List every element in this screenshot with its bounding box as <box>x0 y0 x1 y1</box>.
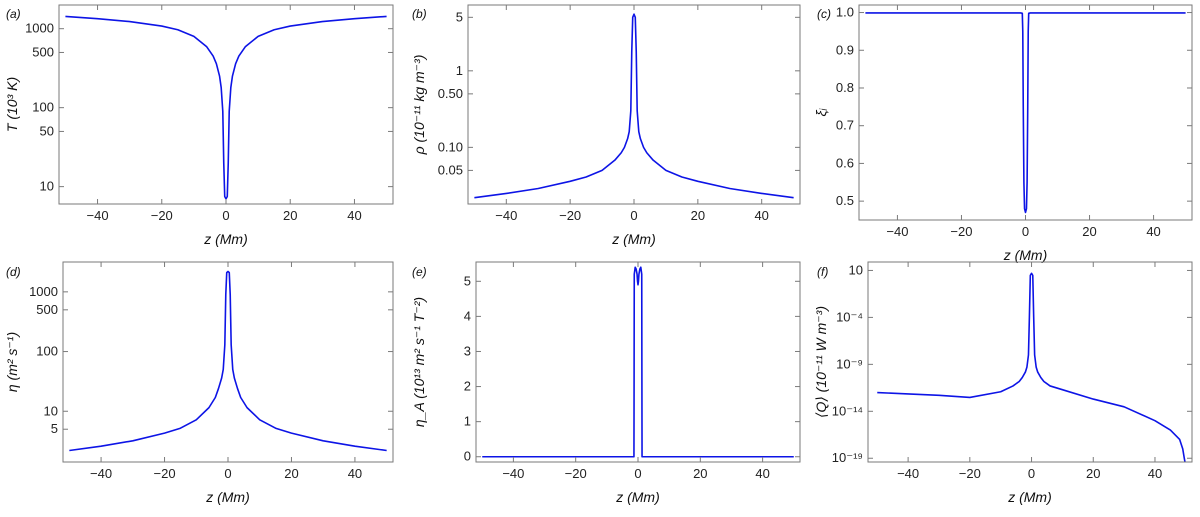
plot-frame <box>58 4 394 205</box>
x-tick-label: 0 <box>222 208 229 223</box>
x-axis-label: z (Mm) <box>1003 247 1048 263</box>
y-tick-label: 500 <box>32 44 54 59</box>
x-tick-label: 40 <box>347 208 361 223</box>
x-tick-label: −40 <box>886 224 908 239</box>
x-tick-label: 20 <box>1086 466 1100 481</box>
y-axis-label: ξᵢ <box>813 108 829 116</box>
x-axis-label: z (Mm) <box>615 489 660 505</box>
x-tick-label: −40 <box>90 466 112 481</box>
series-line <box>482 266 794 458</box>
y-tick-label: 10⁻¹⁴ <box>832 403 863 418</box>
y-tick-label: 5 <box>456 9 463 24</box>
x-tick-label: 0 <box>630 208 637 223</box>
y-tick-label: 50 <box>40 123 54 138</box>
x-tick-label: 20 <box>283 208 297 223</box>
x-tick-label: 40 <box>754 208 768 223</box>
x-tick-label: 0 <box>1022 224 1029 239</box>
y-tick-label: 1.0 <box>836 5 854 20</box>
x-tick-label: −20 <box>154 466 176 481</box>
plot-frame <box>858 4 1193 221</box>
series-line <box>474 13 794 199</box>
x-axis-label: z (Mm) <box>205 489 250 505</box>
panel-label: (e) <box>412 265 427 279</box>
panel-b: −40 −20 0 20 40 0.05 0.10 0.50 1 5 z (Mm) ρ (10⁻¹¹ … <box>411 4 801 247</box>
series-line <box>65 15 387 200</box>
y-tick-label: 1 <box>464 414 471 429</box>
y-tick-label: 0.10 <box>438 139 463 154</box>
y-axis-label: η (m² s⁻¹) <box>4 332 20 392</box>
x-tick-label: −20 <box>151 208 173 223</box>
plot-frame <box>62 261 394 463</box>
y-axis-label: ρ (10⁻¹¹ kg m⁻³) <box>411 55 427 156</box>
y-tick-label: 4 <box>464 308 471 323</box>
y-tick-label: 0.6 <box>836 155 854 170</box>
panel-label: (d) <box>6 265 21 279</box>
x-tick-label: 40 <box>755 466 769 481</box>
x-tick-label: −40 <box>87 208 109 223</box>
panel-d: −40 −20 0 20 40 5 10 100 500 1000 z (Mm) η (m² s⁻¹)… <box>4 261 394 505</box>
plot-frame <box>467 4 801 205</box>
x-tick-label: 40 <box>1146 224 1160 239</box>
panel-f: −40 −20 0 20 40 10⁻¹⁹ 10⁻¹⁴ 10⁻⁹ 10⁻⁴ 10 z (Mm) ⟨Q⟩… <box>813 261 1193 505</box>
y-tick-label: 3 <box>464 343 471 358</box>
y-tick-label: 10⁻⁴ <box>836 309 863 324</box>
x-tick-label: −40 <box>897 466 919 481</box>
y-tick-label: 0.5 <box>836 193 854 208</box>
x-axis-label: z (Mm) <box>611 231 656 247</box>
x-tick-label: 20 <box>284 466 298 481</box>
y-tick-label: 100 <box>32 100 54 115</box>
y-axis-label: ⟨Q⟩ (10⁻¹¹ W m⁻³) <box>813 306 829 418</box>
panel-c: −40 −20 0 20 40 0.5 0.6 0.7 0.8 0.9 1.0 z (Mm) ξᵢ (c) <box>813 4 1193 263</box>
y-tick-label: 0.9 <box>836 42 854 57</box>
y-tick-label: 1 <box>456 63 463 78</box>
x-tick-label: 0 <box>634 466 641 481</box>
y-tick-label: 5 <box>464 273 471 288</box>
series-line <box>877 272 1186 462</box>
y-tick-label: 10⁻⁹ <box>836 356 863 371</box>
x-tick-label: 40 <box>348 466 362 481</box>
y-tick-label: 0.05 <box>438 162 463 177</box>
x-tick-label: −40 <box>495 208 517 223</box>
x-tick-label: −20 <box>565 466 587 481</box>
y-tick-label: 10 <box>44 403 58 418</box>
panel-label: (a) <box>6 7 21 21</box>
y-tick-label: 1000 <box>29 284 58 299</box>
y-tick-label: 0.7 <box>836 118 854 133</box>
x-tick-label: 20 <box>691 208 705 223</box>
x-tick-label: −40 <box>502 466 524 481</box>
x-axis-label: z (Mm) <box>1007 489 1052 505</box>
x-tick-label: −20 <box>559 208 581 223</box>
series-line <box>865 12 1186 214</box>
y-tick-label: 10 <box>849 262 863 277</box>
x-tick-label: 20 <box>693 466 707 481</box>
panel-label: (f) <box>817 265 828 279</box>
y-axis-label: η_A (10¹³ m² s⁻¹ T⁻²) <box>411 297 427 427</box>
plot-frame <box>867 261 1193 463</box>
panel-label: (c) <box>817 7 831 21</box>
y-tick-label: 0.8 <box>836 80 854 95</box>
y-tick-label: 500 <box>36 302 58 317</box>
x-axis-label: z (Mm) <box>203 231 248 247</box>
x-tick-label: −20 <box>959 466 981 481</box>
panel-e: −40 −20 0 20 40 0 1 2 3 4 5 z (Mm) η_A (10¹³ m² s⁻¹ … <box>411 261 801 505</box>
x-tick-label: 40 <box>1148 466 1162 481</box>
y-tick-label: 10 <box>40 179 54 194</box>
y-tick-label: 100 <box>36 344 58 359</box>
y-tick-label: 0 <box>464 449 471 464</box>
y-tick-label: 2 <box>464 379 471 394</box>
y-tick-label: 1000 <box>25 21 54 36</box>
x-tick-label: 20 <box>1082 224 1096 239</box>
panel-label: (b) <box>412 7 427 21</box>
y-tick-label: 10⁻¹⁹ <box>832 450 863 465</box>
panel-a: −40 −20 0 20 40 10 50 100 500 1000 z (Mm) T (10³ K)… <box>4 4 394 247</box>
y-tick-label: 0.50 <box>438 86 463 101</box>
x-tick-label: 0 <box>224 466 231 481</box>
plot-frame <box>475 261 801 463</box>
x-tick-label: −20 <box>950 224 972 239</box>
x-tick-label: 0 <box>1028 466 1035 481</box>
series-line <box>69 270 387 452</box>
y-tick-label: 5 <box>51 421 58 436</box>
y-axis-label: T (10³ K) <box>4 77 20 132</box>
